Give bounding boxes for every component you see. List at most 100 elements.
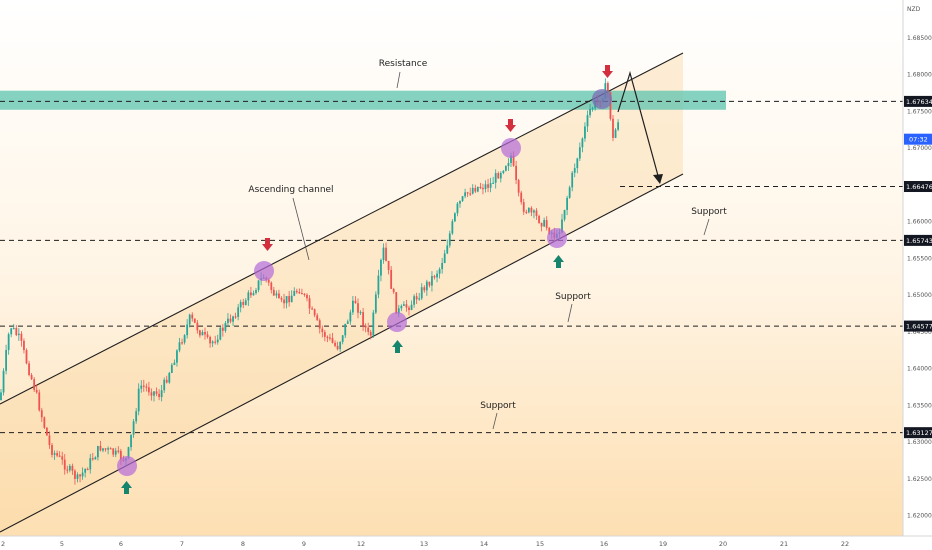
- candle-body: [132, 421, 135, 435]
- touch-circle: [387, 312, 407, 332]
- price-axis[interactable]: NZD 1.685001.680001.675001.670001.665001…: [902, 0, 932, 550]
- price-tick-label: 1.63000: [907, 439, 932, 446]
- candle-body: [311, 308, 313, 310]
- candle-body: [382, 247, 385, 260]
- candle-body: [390, 269, 393, 289]
- candle-body: [410, 304, 413, 311]
- time-axis[interactable]: 5 6 7 8 9 12 13 14 15 16 19 20 21 222: [0, 535, 932, 550]
- channel-upper-line: [0, 52, 684, 405]
- time-tick-label: 6: [119, 540, 123, 548]
- candle-body: [372, 312, 375, 336]
- time-tick-label: 5: [60, 540, 64, 548]
- candles: [0, 78, 619, 485]
- candle-body: [344, 323, 347, 336]
- candle-body: [387, 260, 390, 270]
- candle-body: [436, 273, 438, 278]
- candle-body: [61, 456, 64, 460]
- candle-body: [420, 287, 423, 299]
- candle-body: [548, 227, 551, 235]
- price-markers: 1.67634 1.66476 1.65743 1.64577 1.63127 07:32: [904, 95, 932, 439]
- candle-body: [137, 388, 140, 412]
- candle-body: [339, 341, 342, 350]
- candle-body: [53, 453, 56, 455]
- candle-body: [173, 362, 176, 365]
- candle-body: [211, 341, 214, 344]
- candle-body: [244, 300, 247, 305]
- candle-body: [17, 333, 20, 336]
- candle-body: [168, 372, 171, 383]
- candle-body: [30, 375, 33, 380]
- price-marker-label: 1.63127: [906, 429, 932, 437]
- price-tick-label: 1.62500: [907, 476, 932, 483]
- candle-body: [102, 448, 104, 451]
- candle-body: [25, 350, 28, 364]
- price-tick-label: 1.64500: [907, 329, 932, 336]
- candle-body: [81, 472, 84, 477]
- resistance-zone: [0, 90, 726, 110]
- candle-body: [20, 333, 23, 341]
- candle-body: [352, 300, 354, 313]
- candle-body: [499, 172, 502, 179]
- candle-body: [216, 339, 219, 343]
- candle-body: [505, 166, 507, 171]
- candle-body: [23, 340, 25, 351]
- candle-body: [446, 245, 449, 254]
- candle-body: [530, 207, 533, 213]
- candle-body: [2, 370, 5, 393]
- candle-body: [431, 276, 433, 286]
- down-arrow-icon: [602, 65, 613, 78]
- candle-body: [369, 331, 372, 336]
- candle-body: [443, 253, 446, 263]
- candle-body: [561, 219, 563, 233]
- candle-body: [405, 304, 408, 308]
- candle-body: [308, 298, 311, 309]
- candle-body: [76, 474, 79, 479]
- candle-body: [377, 275, 380, 295]
- candle-body: [533, 210, 535, 213]
- candle-body: [275, 293, 278, 296]
- candle-body: [359, 312, 362, 314]
- candle-body: [160, 390, 163, 398]
- candle-body: [250, 292, 252, 296]
- candle-body: [357, 303, 359, 313]
- candle-body: [540, 223, 543, 227]
- candle-body: [367, 327, 370, 332]
- price-tick-label: 1.64000: [907, 366, 932, 373]
- candle-body: [142, 385, 145, 387]
- countdown-box: [904, 133, 932, 145]
- candle-body: [476, 186, 479, 192]
- candle-body: [584, 126, 586, 139]
- support-leader: [567, 303, 573, 323]
- candle-body: [392, 288, 395, 293]
- candle-body: [68, 465, 71, 471]
- candle-body: [56, 453, 58, 456]
- price-marker-label: 1.64577: [906, 323, 932, 331]
- candle-body: [301, 293, 303, 295]
- candle-body: [257, 280, 260, 291]
- candle-body: [178, 342, 181, 351]
- candle-body: [196, 322, 199, 331]
- candle-body: [288, 296, 291, 303]
- up-arrow-icon: [121, 481, 132, 494]
- candle-body: [204, 332, 206, 335]
- candle-body: [349, 312, 352, 322]
- price-level-lines: [0, 100, 903, 434]
- candle-body: [609, 92, 612, 119]
- candle-body: [51, 444, 53, 455]
- candle-body: [119, 450, 122, 460]
- time-axis-labels: 5 6 7 8 9 12 13 14 15 16 19 20 21 222: [1, 540, 849, 548]
- candle-body: [326, 336, 329, 339]
- candle-body: [295, 290, 298, 293]
- candle-body: [135, 411, 138, 422]
- candle-body: [571, 172, 574, 188]
- candle-body: [114, 450, 117, 455]
- candle-body: [66, 469, 69, 471]
- candle-body: [413, 296, 415, 305]
- candle-body: [403, 304, 405, 306]
- price-tick-label: 1.67000: [907, 145, 932, 152]
- candle-body: [576, 158, 579, 169]
- candle-body: [283, 299, 285, 304]
- price-marker-label: 1.66476: [906, 183, 932, 191]
- candle-body: [336, 345, 339, 350]
- candle-body: [482, 187, 484, 190]
